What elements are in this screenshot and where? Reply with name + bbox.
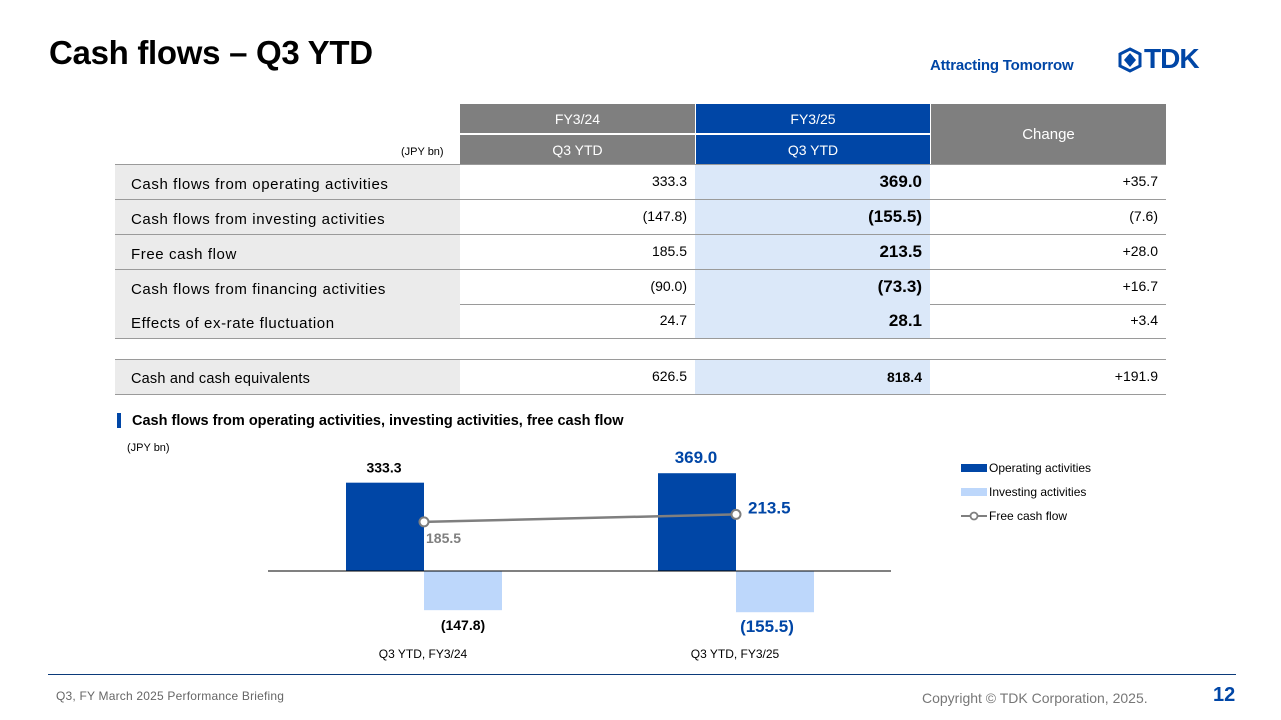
table-row: Cash flows from financing activities (90… <box>115 270 1166 305</box>
cell-fy24: (147.8) <box>642 208 687 224</box>
table-row: Cash flows from operating activities 333… <box>115 165 1166 200</box>
legend-label: Operating activities <box>989 461 1091 475</box>
cell-fy25: 213.5 <box>695 235 930 269</box>
data-label-investing: (155.5) <box>740 617 794 636</box>
legend-swatch-operating <box>961 464 987 472</box>
cell-change: +191.9 <box>1114 368 1158 384</box>
header-fy24-sub: Q3 YTD <box>460 135 695 164</box>
row-label: Effects of ex-rate fluctuation <box>115 304 460 338</box>
table-total-row: Cash and cash equivalents 626.5 818.4 +1… <box>115 360 1166 395</box>
table-row: Effects of ex-rate fluctuation 24.7 28.1… <box>115 304 1166 339</box>
cell-change: +28.0 <box>1122 243 1158 259</box>
cell-fy25: 369.0 <box>695 165 930 199</box>
cell-change: +16.7 <box>1122 278 1158 294</box>
cell-fy24: 185.5 <box>651 243 687 259</box>
footer-presentation-title: Q3, FY March 2025 Performance Briefing <box>56 689 285 703</box>
bar-operating <box>658 473 736 571</box>
data-label-operating: 333.3 <box>366 460 401 476</box>
data-label-fcf: 213.5 <box>748 498 791 517</box>
tagline: Attracting Tomorrow <box>930 57 1074 74</box>
cell-fy25: 28.1 <box>695 304 930 338</box>
cell-fy25: 818.4 <box>695 360 930 394</box>
section-marker <box>117 413 121 428</box>
cell-fy25: (73.3) <box>695 270 930 304</box>
legend-label: Free cash flow <box>989 509 1067 523</box>
data-label-fcf: 185.5 <box>426 530 461 546</box>
footer-copyright: Copyright © TDK Corporation, 2025. <box>922 690 1148 706</box>
chart-unit: (JPY bn) <box>127 442 170 454</box>
row-label: Free cash flow <box>115 235 460 269</box>
legend-swatch-fcf-marker <box>969 511 979 521</box>
cell-change: +3.4 <box>1130 312 1158 328</box>
header-fy25: FY3/25 <box>696 104 930 134</box>
data-label-operating: 369.0 <box>675 448 718 467</box>
header-fy25-sub: Q3 YTD <box>696 135 930 164</box>
category-label: Q3 YTD, FY3/24 <box>379 647 468 661</box>
row-label: Cash flows from financing activities <box>115 270 460 304</box>
logo-wordmark: TDK <box>1144 43 1200 74</box>
bar-investing <box>736 571 814 613</box>
fcf-point <box>418 516 430 528</box>
bar-operating <box>346 482 424 571</box>
chart-section-title: Cash flows from operating activities, in… <box>132 413 624 429</box>
row-label: Cash and cash equivalents <box>115 360 460 394</box>
page-title: Cash flows – Q3 YTD <box>49 34 373 71</box>
header-change: Change <box>931 104 1166 164</box>
cell-fy24: 333.3 <box>651 173 687 189</box>
tdk-logo: TDK <box>1118 43 1236 75</box>
legend-label: Investing activities <box>989 485 1086 499</box>
cell-change: +35.7 <box>1122 173 1158 189</box>
cell-fy24: 24.7 <box>659 312 687 328</box>
data-label-investing: (147.8) <box>441 617 485 633</box>
table-row: Free cash flow 185.5 213.5 +28.0 <box>115 235 1166 270</box>
bar-investing <box>424 571 502 611</box>
cell-fy25: (155.5) <box>695 200 930 234</box>
cell-fy24: (90.0) <box>650 278 687 294</box>
category-label: Q3 YTD, FY3/25 <box>691 647 780 661</box>
legend-swatch-investing <box>961 488 987 496</box>
tdk-emblem-icon <box>1118 47 1142 73</box>
fcf-point <box>730 508 742 520</box>
table-unit: (JPY bn) <box>401 146 444 158</box>
page-number: 12 <box>1213 684 1236 706</box>
row-label: Cash flows from operating activities <box>115 165 460 199</box>
row-label: Cash flows from investing activities <box>115 200 460 234</box>
table-row: Cash flows from investing activities (14… <box>115 200 1166 235</box>
fcf-line <box>423 513 737 524</box>
cell-change: (7.6) <box>1129 208 1158 224</box>
footer-divider <box>48 674 1236 675</box>
cell-fy24: 626.5 <box>651 368 687 384</box>
header-fy24: FY3/24 <box>460 104 695 134</box>
